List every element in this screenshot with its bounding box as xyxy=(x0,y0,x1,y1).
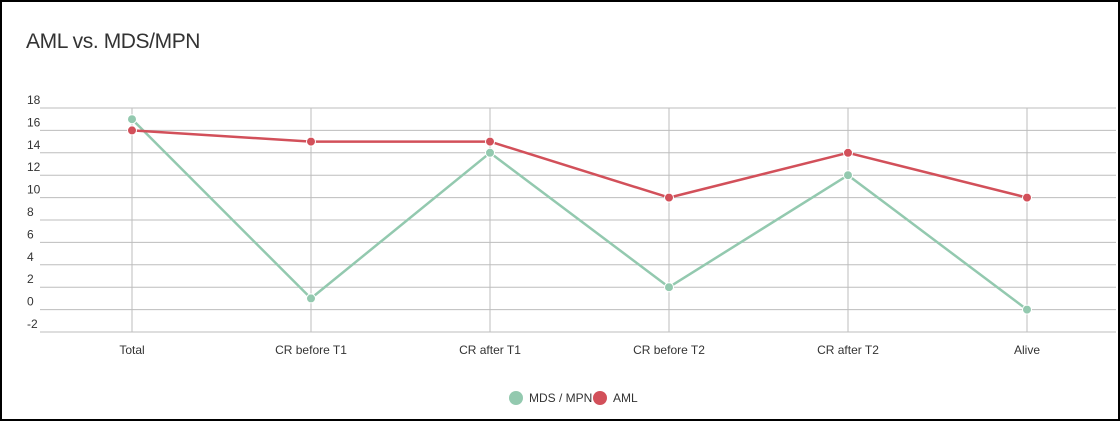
y-tick-label: 2 xyxy=(27,272,34,286)
y-tick-label: 16 xyxy=(27,115,41,129)
data-point-mds-mpn[interactable] xyxy=(127,114,137,125)
data-point-mds-mpn[interactable] xyxy=(1022,304,1032,315)
data-point-aml[interactable] xyxy=(306,136,316,147)
x-tick-label: CR after T1 xyxy=(459,343,521,357)
series-line-aml xyxy=(131,129,1028,199)
data-point-aml[interactable] xyxy=(664,192,674,203)
data-point-aml[interactable] xyxy=(127,125,137,136)
y-tick-label: 0 xyxy=(27,295,34,309)
legend-marker xyxy=(593,391,607,405)
data-point-mds-mpn[interactable] xyxy=(306,293,316,304)
y-tick-label: 12 xyxy=(27,160,41,174)
legend: MDS / MPN AML xyxy=(509,391,638,405)
data-point-mds-mpn[interactable] xyxy=(843,170,853,181)
chart-title: AML vs. MDS/MPN xyxy=(26,30,201,53)
y-tick-label: 10 xyxy=(27,183,41,197)
data-point-mds-mpn[interactable] xyxy=(664,282,674,293)
y-tick-label: 6 xyxy=(27,227,34,241)
y-tick-label: 8 xyxy=(27,205,34,219)
series-line-mds-mpn xyxy=(131,118,1028,311)
x-tick-label: Alive xyxy=(1014,343,1040,357)
legend-marker xyxy=(509,391,523,405)
legend-label[interactable]: AML xyxy=(613,391,638,405)
series-lines xyxy=(127,114,1032,315)
legend-label[interactable]: MDS / MPN xyxy=(529,391,592,405)
y-tick-label: 14 xyxy=(27,138,41,152)
x-tick-label: Total xyxy=(119,343,144,357)
y-tick-label: -2 xyxy=(27,317,38,331)
data-point-mds-mpn[interactable] xyxy=(485,147,495,158)
x-tick-label: CR before T1 xyxy=(275,343,347,357)
data-point-aml[interactable] xyxy=(843,147,853,158)
x-axis-ticks: Total CR before T1 CR after T1 CR before T2… xyxy=(119,343,1040,357)
data-point-aml[interactable] xyxy=(1022,192,1032,203)
y-tick-label: 4 xyxy=(27,250,34,264)
y-tick-label: 18 xyxy=(27,93,41,107)
y-axis-ticks: 18 16 14 12 10 8 6 4 2 0 -2 xyxy=(27,93,41,331)
x-tick-label: CR after T2 xyxy=(817,343,879,357)
data-point-aml[interactable] xyxy=(485,136,495,147)
x-tick-label: CR before T2 xyxy=(633,343,705,357)
